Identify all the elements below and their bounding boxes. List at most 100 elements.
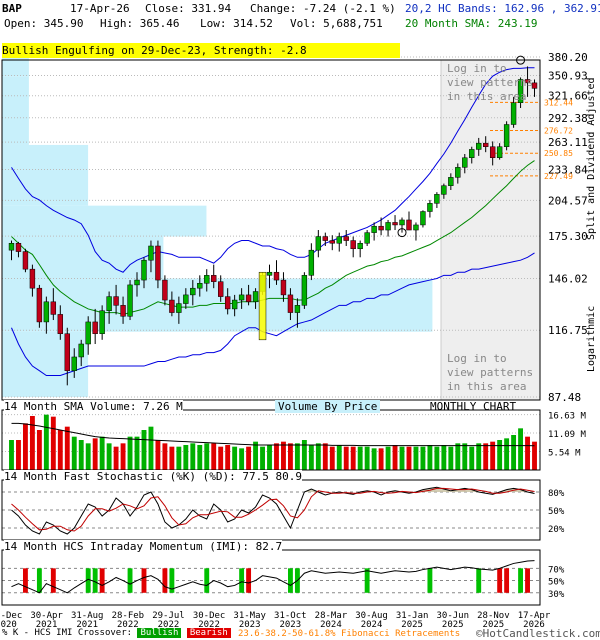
copyright-notice[interactable]: ©HotCandlestick.com — [476, 627, 600, 640]
volume-bar — [218, 446, 224, 470]
pattern-banner: Bullish Engulfing on 29-Dec-23, Strength… — [2, 43, 400, 58]
candle-body — [134, 279, 140, 286]
open-price: Open: 345.90 — [4, 17, 84, 30]
price-change: Change: -7.24 (-2.1 %) — [250, 2, 396, 15]
candle-body — [266, 271, 273, 276]
candle-body — [496, 146, 503, 158]
x-axis-year-label: 2023 — [239, 620, 261, 630]
volume-bar — [294, 443, 300, 470]
vbp-bar — [2, 236, 164, 279]
candle-body — [455, 167, 461, 178]
volume-bar — [315, 443, 321, 470]
imi-signal-bar — [427, 568, 433, 593]
stoch-tick-label: 20% — [548, 525, 565, 535]
volume-bar — [29, 416, 35, 470]
volume-bar — [448, 446, 454, 470]
volume-bar — [434, 446, 440, 470]
sma-readout: 20 Month SMA: 243.19 — [405, 17, 538, 30]
candle-body — [531, 82, 538, 89]
candle-body — [350, 240, 356, 250]
volume-bar — [497, 440, 503, 470]
volume-bar — [511, 435, 517, 470]
imi-signal-bar — [504, 568, 510, 593]
fibonacci-levels: 312.44 276.72 250.85 227.49 — [490, 98, 573, 181]
login-prompt-top[interactable]: Log in to view patterns in this area — [447, 62, 533, 104]
x-axis-date-label: 28-Mar — [315, 611, 348, 621]
vbp-bar — [2, 57, 29, 77]
volume-bar — [148, 426, 154, 470]
volume-bar — [9, 440, 14, 470]
split-adjusted-label: Split and Dividend Adjusted — [586, 77, 597, 240]
fib-label: 312.44 — [544, 98, 573, 107]
volume-bar — [16, 440, 21, 470]
price-tick-label: 204.57 — [548, 194, 588, 207]
stochastic-panel-label: 14 Month Fast Stochastic (%K) (%D): 77.5… — [4, 470, 303, 483]
candle-body — [315, 236, 322, 251]
volume-bar — [322, 443, 328, 470]
candle-body — [343, 236, 349, 241]
candle-body — [43, 301, 50, 323]
login-line-2: view patterns — [447, 366, 534, 379]
price-panel-frame — [1, 59, 541, 401]
stoch-overbought-fill — [11, 487, 535, 492]
volume-bar — [267, 445, 272, 470]
volume-bar — [281, 441, 286, 470]
x-axis-year-label: 2026 — [523, 620, 545, 630]
candle-body — [489, 146, 496, 158]
x-axis-year-label: 2022 — [158, 620, 180, 630]
candle-body — [85, 321, 91, 345]
volume-bar — [127, 436, 133, 470]
x-axis-year-label: 2022 — [117, 620, 139, 630]
candle-body — [22, 251, 29, 270]
vbp-bar — [2, 278, 433, 332]
candle-body — [64, 333, 70, 371]
login-prompt-bottom[interactable]: Log in to view patterns in this area — [447, 352, 533, 394]
volume-bar — [455, 443, 461, 470]
volume-bar — [239, 448, 245, 470]
candle-body — [287, 294, 294, 313]
volume-bar — [134, 436, 140, 470]
candle-body — [517, 79, 524, 103]
candle-body — [120, 305, 126, 317]
login-line-3: in this area — [447, 380, 527, 393]
candle-body — [371, 225, 377, 233]
login-line-1: Log in to — [447, 352, 507, 365]
imi-signal-bar — [246, 568, 252, 593]
candle-body — [92, 321, 98, 334]
volume-bar — [85, 443, 91, 470]
candle-body — [448, 177, 454, 186]
x-axis-year-label: 2025 — [401, 620, 423, 630]
candle-body — [399, 219, 405, 226]
volume-by-price-bars — [2, 57, 433, 397]
upper-band-line — [11, 67, 535, 273]
login-shade-region — [440, 59, 541, 401]
volume-bar — [476, 443, 482, 470]
imi-signal-bar — [364, 568, 370, 593]
candle-body — [510, 102, 517, 125]
fib-label: 250.85 — [544, 149, 573, 158]
volume-bar — [406, 446, 412, 470]
imi-signal-bar — [36, 568, 42, 593]
candle-body — [322, 236, 328, 241]
x-axis-labels: 31-Dec202030-Apr202131-Aug202128-Feb2022… — [0, 611, 551, 630]
candle-body — [357, 243, 363, 250]
imi-tick-label: 70% — [548, 565, 565, 575]
x-axis-year-label: 2025 — [483, 620, 505, 630]
volume-bar — [162, 443, 168, 470]
volume-bar — [169, 446, 175, 470]
candle-body — [8, 243, 15, 251]
volume-bar — [106, 443, 112, 470]
volume-bar — [183, 445, 189, 470]
vbp-bar — [2, 205, 207, 237]
x-axis-date-label: 29-Jul — [152, 611, 185, 621]
price-tick-label: 175.30 — [548, 230, 588, 243]
price-tick-label: 116.75 — [548, 324, 588, 337]
x-axis-year-label: 2024 — [361, 620, 383, 630]
candle-body — [441, 185, 447, 195]
volume-bar — [211, 443, 217, 470]
volume-by-price-label: Volume By Price — [275, 400, 381, 413]
candle-body — [476, 142, 482, 150]
candle-body — [99, 310, 105, 334]
volume-bar — [420, 446, 426, 470]
candle-body — [524, 79, 531, 84]
